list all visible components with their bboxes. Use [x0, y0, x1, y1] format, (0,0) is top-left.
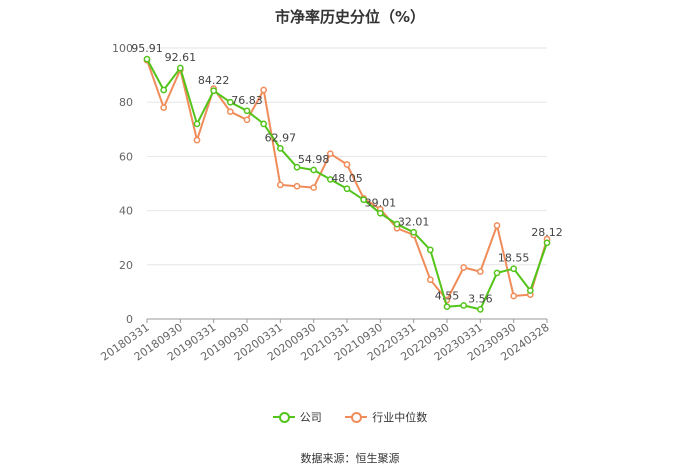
data-point	[426, 276, 434, 284]
data-label: 48.05	[331, 172, 363, 185]
data-point	[193, 120, 201, 128]
data-label: 95.91	[131, 42, 163, 55]
data-point	[226, 98, 234, 106]
data-label: 39.01	[365, 196, 397, 209]
data-label: 62.97	[265, 131, 297, 144]
legend-label-company: 公司	[299, 411, 322, 424]
data-label: 84.22	[198, 74, 230, 87]
y-tick-label: 0	[126, 313, 133, 326]
data-point	[243, 107, 251, 115]
data-point	[343, 185, 351, 193]
data-point	[510, 292, 518, 300]
data-point	[443, 303, 451, 311]
data-label: 76.83	[231, 94, 263, 107]
data-point	[460, 302, 468, 309]
data-label: 18.55	[498, 252, 530, 265]
data-point	[460, 264, 468, 271]
chart-title: 市净率历史分位（%）	[274, 8, 426, 26]
data-point	[393, 220, 401, 228]
data-point	[276, 181, 284, 189]
series-layer	[143, 55, 551, 313]
data-point	[493, 222, 501, 229]
data-point	[260, 120, 268, 128]
data-label: 4.55	[435, 290, 460, 303]
data-point	[360, 196, 368, 204]
data-point	[176, 64, 184, 72]
legend-label-industry-median: 行业中位数	[372, 411, 428, 424]
data-point	[143, 55, 151, 63]
data-point	[243, 116, 251, 124]
data-point	[326, 176, 334, 183]
data-point	[376, 209, 384, 217]
data-point	[410, 228, 418, 236]
data-point	[543, 239, 551, 247]
data-point	[476, 268, 484, 275]
data-point	[160, 104, 168, 111]
y-tick-label: 60	[119, 150, 133, 163]
data-source: 数据来源：恒生聚源	[300, 452, 400, 465]
grid-layer	[147, 47, 547, 266]
data-label: 3.56	[468, 292, 493, 305]
data-point	[293, 182, 301, 190]
data-point	[160, 86, 168, 94]
legend-line-marker-icon	[272, 411, 295, 423]
data-point	[293, 163, 301, 171]
data-point	[526, 287, 534, 294]
data-label: 54.98	[298, 153, 330, 166]
data-point	[276, 145, 284, 152]
y-tick-label: 80	[119, 96, 133, 109]
data-point	[310, 184, 318, 191]
y-tick-label: 40	[119, 205, 133, 218]
data-point	[343, 161, 351, 168]
data-point	[510, 265, 518, 273]
data-point	[493, 269, 501, 277]
data-point	[310, 166, 318, 174]
data-label: 92.61	[165, 51, 197, 64]
data-point	[476, 306, 484, 313]
data-point	[193, 136, 201, 144]
legend-item-industry-median[interactable]: 行业中位数	[345, 409, 427, 425]
legend-line-marker-icon	[345, 411, 368, 423]
data-point	[326, 150, 334, 158]
y-tick-label: 100	[112, 42, 133, 55]
legend-item-company[interactable]: 公司	[272, 409, 322, 425]
y-tick-label: 20	[119, 259, 133, 272]
legend: 公司 行业中位数	[0, 409, 700, 426]
data-label: 28.12	[531, 226, 563, 239]
data-point	[260, 86, 268, 94]
data-label: 32.01	[398, 215, 430, 228]
data-point	[426, 246, 434, 254]
data-point	[210, 87, 218, 95]
data-point	[226, 108, 234, 116]
